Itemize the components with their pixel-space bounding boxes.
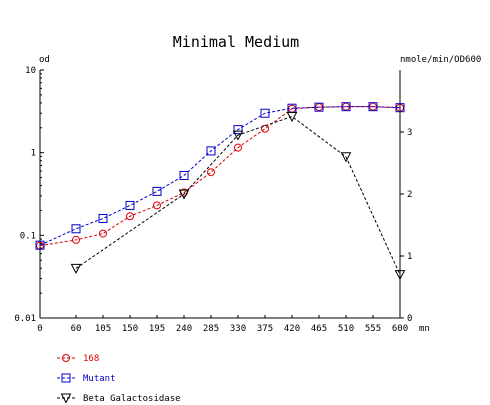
x-tick-label: 465 xyxy=(311,324,327,334)
series-line-2 xyxy=(75,115,401,275)
data-point-0 xyxy=(261,124,269,133)
data-point-1 xyxy=(98,213,108,223)
legend: 168 Mutant Beta Galactosidase xyxy=(57,354,181,404)
data-point-1 xyxy=(179,170,189,180)
y-left-tick-label: 10 xyxy=(25,66,36,76)
data-point-2 xyxy=(178,189,190,200)
x-tick-label: 330 xyxy=(230,324,246,334)
series-line-0 xyxy=(39,106,401,247)
axes: 0 60 105 150 195 240 285 330 375 420 465 510 555 600 1… xyxy=(14,66,412,334)
data-point-0 xyxy=(126,212,134,221)
data-point-1 xyxy=(233,125,243,135)
y-right-tick-label: 1 xyxy=(407,252,412,262)
legend-marker-2 xyxy=(60,393,72,404)
x-tick-label: 555 xyxy=(365,324,381,334)
legend-label-0: 168 xyxy=(83,354,99,364)
series-line-1 xyxy=(39,106,401,246)
data-point-1 xyxy=(206,146,216,156)
data-point-1 xyxy=(152,186,162,196)
data-point-0 xyxy=(99,229,107,238)
x-tick-label: 0 xyxy=(37,324,42,334)
data-point-1 xyxy=(314,102,324,112)
data-point-0 xyxy=(207,168,215,177)
y-right-tick-label: 2 xyxy=(407,190,412,200)
x-tick-label: 195 xyxy=(149,324,165,334)
data-point-0 xyxy=(72,235,80,244)
x-tick-label: 420 xyxy=(284,324,300,334)
x-tick-label: 375 xyxy=(257,324,273,334)
x-tick-label: 285 xyxy=(203,324,219,334)
data-point-1 xyxy=(395,103,405,113)
right-axis-label: nmole/min/OD600 xyxy=(400,55,481,65)
data-point-2 xyxy=(394,270,406,281)
y-left-tick-label: 0.01 xyxy=(14,314,36,324)
legend-label-2: Beta Galactosidase xyxy=(83,394,181,404)
data-point-1 xyxy=(368,102,378,112)
chart-title: Minimal Medium xyxy=(173,33,299,51)
left-axis-label: od xyxy=(39,55,50,65)
data-point-1 xyxy=(341,102,351,112)
y-left-tick-label: 1 xyxy=(31,149,36,159)
data-point-1 xyxy=(35,240,45,250)
y-right-tick-label: 3 xyxy=(407,128,412,138)
data-point-0 xyxy=(234,143,242,152)
legend-marker-0 xyxy=(62,354,70,362)
x-tick-label: 105 xyxy=(95,324,111,334)
plot-area xyxy=(35,102,406,281)
data-point-2 xyxy=(340,152,352,163)
x-tick-label: 240 xyxy=(176,324,192,334)
data-point-1 xyxy=(71,224,81,234)
y-left-tick-label: 0.1 xyxy=(20,231,36,241)
data-point-1 xyxy=(260,108,270,118)
legend-label-1: Mutant xyxy=(83,374,116,384)
data-point-0 xyxy=(153,201,161,210)
y-right-tick-label: 0 xyxy=(407,314,412,324)
x-tick-label: 150 xyxy=(122,324,138,334)
data-point-2 xyxy=(286,112,298,123)
x-tick-label: 60 xyxy=(71,324,82,334)
data-point-2 xyxy=(232,130,244,141)
x-tick-label: 600 xyxy=(392,324,408,334)
x-axis-label: mn xyxy=(419,324,430,334)
x-tick-label: 510 xyxy=(338,324,354,334)
data-point-1 xyxy=(125,200,135,210)
legend-marker-1 xyxy=(61,373,71,383)
data-point-2 xyxy=(70,263,82,274)
